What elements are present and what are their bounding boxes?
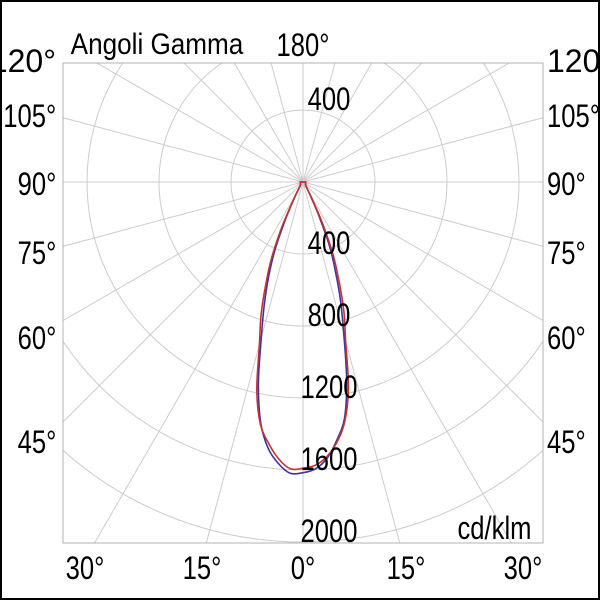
angle-label-bottom-2: 0° [290,550,316,586]
angle-label-right-105: 105° [547,98,600,134]
angle-label-left-75: 75° [17,235,56,271]
chart-title: Angoli Gamma [70,28,244,61]
angle-label-top-180: 180° [276,27,330,63]
red-curve [255,181,350,471]
angle-label-left-45: 45° [17,424,56,460]
angle-label-bottom-0: 30° [65,550,105,586]
angle-label-right-90: 90° [547,166,586,202]
angle-label-top-right-120: 120° [547,43,600,79]
ring-label-400: 400 [307,225,351,261]
ring-label-1600: 1600 [300,441,358,477]
angle-label-right-45: 45° [547,424,586,460]
angle-label-top-left-120: 120° [2,43,56,79]
ring-label-2000: 2000 [300,513,358,549]
angle-label-right-60: 60° [547,320,586,356]
unit-label: cd/klm [457,510,531,546]
angle-label-left-90: 90° [17,166,56,202]
angle-label-bottom-1: 15° [182,550,222,586]
angle-label-bottom-3: 15° [386,550,426,586]
angle-label-left-105: 105° [3,98,56,134]
angle-label-left-60: 60° [17,320,56,356]
ring-label-top-400: 400 [307,81,351,117]
angle-label-bottom-4: 30° [503,550,543,586]
ring-label-800: 800 [307,297,351,333]
ring-label-1200: 1200 [300,369,358,405]
angle-label-right-75: 75° [547,235,586,271]
